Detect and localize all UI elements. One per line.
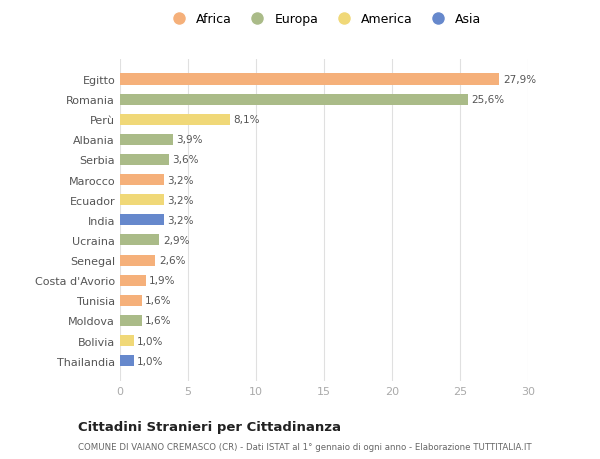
Bar xyxy=(120,155,169,166)
Bar xyxy=(120,134,173,146)
Bar xyxy=(120,235,160,246)
Bar xyxy=(120,335,134,346)
Bar xyxy=(120,74,499,85)
Text: 1,0%: 1,0% xyxy=(137,336,163,346)
Bar xyxy=(120,255,155,266)
Bar xyxy=(120,355,134,366)
Text: 1,9%: 1,9% xyxy=(149,275,176,285)
Bar xyxy=(120,95,468,106)
Bar xyxy=(120,315,142,326)
Bar xyxy=(120,114,230,125)
Text: 3,9%: 3,9% xyxy=(176,135,203,145)
Bar xyxy=(120,174,164,186)
Bar xyxy=(120,215,164,226)
Bar xyxy=(120,195,164,206)
Text: 27,9%: 27,9% xyxy=(503,75,536,85)
Text: 1,6%: 1,6% xyxy=(145,296,172,306)
Text: 3,2%: 3,2% xyxy=(167,175,193,185)
Text: 3,6%: 3,6% xyxy=(172,155,199,165)
Text: Cittadini Stranieri per Cittadinanza: Cittadini Stranieri per Cittadinanza xyxy=(78,420,341,433)
Text: 2,6%: 2,6% xyxy=(159,256,185,265)
Text: 8,1%: 8,1% xyxy=(233,115,260,125)
Bar xyxy=(120,295,142,306)
Text: 1,6%: 1,6% xyxy=(145,316,172,326)
Text: 3,2%: 3,2% xyxy=(167,215,193,225)
Text: 3,2%: 3,2% xyxy=(167,195,193,205)
Bar xyxy=(120,275,146,286)
Text: 1,0%: 1,0% xyxy=(137,356,163,366)
Text: 2,9%: 2,9% xyxy=(163,235,190,246)
Legend: Africa, Europa, America, Asia: Africa, Europa, America, Asia xyxy=(161,8,487,31)
Text: 25,6%: 25,6% xyxy=(472,95,505,105)
Text: COMUNE DI VAIANO CREMASCO (CR) - Dati ISTAT al 1° gennaio di ogni anno - Elabora: COMUNE DI VAIANO CREMASCO (CR) - Dati IS… xyxy=(78,442,532,451)
